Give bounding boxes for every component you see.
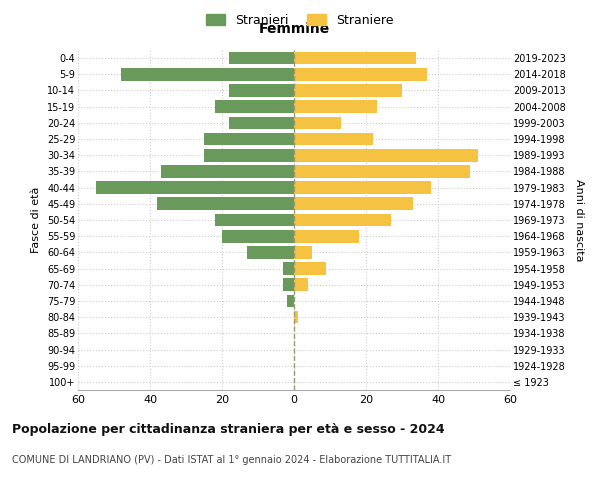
Bar [294, 311, 298, 324]
Bar [161, 165, 294, 177]
Bar [294, 246, 312, 258]
Bar [229, 116, 294, 129]
Bar [294, 68, 427, 80]
Bar [204, 149, 294, 162]
Bar [294, 198, 413, 210]
Bar [294, 132, 373, 145]
Text: COMUNE DI LANDRIANO (PV) - Dati ISTAT al 1° gennaio 2024 - Elaborazione TUTTITAL: COMUNE DI LANDRIANO (PV) - Dati ISTAT al… [12, 455, 451, 465]
Bar [121, 68, 294, 80]
Bar [215, 100, 294, 113]
Legend: Stranieri, Straniere: Stranieri, Straniere [202, 8, 398, 32]
Bar [229, 84, 294, 97]
Bar [294, 84, 402, 97]
Bar [294, 278, 308, 291]
Text: Popolazione per cittadinanza straniera per età e sesso - 2024: Popolazione per cittadinanza straniera p… [12, 422, 445, 436]
Bar [283, 262, 294, 275]
Text: Femmine: Femmine [259, 22, 329, 36]
Bar [294, 230, 359, 242]
Bar [294, 165, 470, 177]
Bar [96, 182, 294, 194]
Bar [294, 52, 416, 64]
Y-axis label: Fasce di età: Fasce di età [31, 187, 41, 253]
Bar [294, 214, 391, 226]
Bar [204, 132, 294, 145]
Bar [294, 100, 377, 113]
Bar [229, 52, 294, 64]
Bar [283, 278, 294, 291]
Bar [294, 262, 326, 275]
Bar [287, 294, 294, 308]
Bar [222, 230, 294, 242]
Bar [157, 198, 294, 210]
Bar [215, 214, 294, 226]
Bar [294, 182, 431, 194]
Bar [294, 149, 478, 162]
Y-axis label: Anni di nascita: Anni di nascita [574, 179, 584, 261]
Bar [294, 116, 341, 129]
Bar [247, 246, 294, 258]
